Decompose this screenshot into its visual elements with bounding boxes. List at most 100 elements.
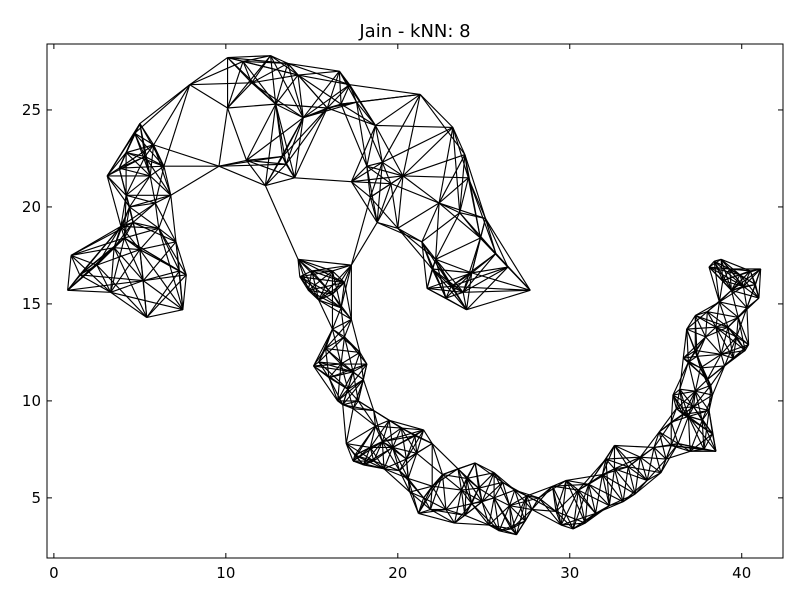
knn-edge bbox=[481, 501, 490, 526]
knn-edge bbox=[478, 487, 495, 499]
knn-edge bbox=[526, 495, 533, 510]
knn-edge bbox=[693, 406, 713, 435]
knn-edge bbox=[694, 391, 703, 421]
knn-edge bbox=[264, 163, 287, 186]
knn-edge bbox=[639, 431, 660, 458]
knn-edge bbox=[352, 379, 364, 409]
knn-edge bbox=[509, 489, 516, 506]
knn-edge bbox=[588, 484, 597, 514]
knn-edge bbox=[471, 503, 500, 532]
knn-edge bbox=[464, 501, 483, 516]
knn-edge bbox=[711, 365, 726, 396]
knn-edge bbox=[351, 161, 383, 183]
axis-ticks bbox=[47, 44, 783, 558]
knn-edge bbox=[351, 175, 404, 183]
knn-edge bbox=[363, 464, 385, 470]
knn-edge bbox=[297, 74, 328, 109]
knn-edge bbox=[119, 167, 151, 177]
knn-edge bbox=[438, 202, 481, 239]
knn-edge bbox=[720, 344, 749, 355]
knn-edge bbox=[438, 202, 486, 220]
knn-edge bbox=[720, 259, 732, 291]
knn-edge bbox=[318, 299, 333, 330]
knn-edge bbox=[462, 237, 481, 293]
knn-edge bbox=[124, 227, 159, 239]
knn-edge bbox=[345, 408, 354, 444]
knn-edge bbox=[720, 258, 741, 276]
knn-edge bbox=[340, 363, 364, 381]
knn-edge bbox=[227, 103, 276, 109]
knn-edge bbox=[605, 456, 641, 460]
knn-edge bbox=[125, 144, 154, 154]
knn-edge bbox=[153, 144, 172, 196]
knn-edge bbox=[359, 352, 368, 365]
knn-edge bbox=[275, 63, 289, 105]
knn-edge bbox=[402, 94, 421, 177]
knn-edge bbox=[737, 317, 746, 351]
knn-edge bbox=[307, 289, 320, 301]
knn-edge bbox=[132, 221, 159, 229]
knn-edge bbox=[298, 70, 340, 76]
knn-edge bbox=[686, 326, 716, 330]
knn-edge bbox=[699, 367, 714, 396]
knn-edge bbox=[700, 365, 725, 369]
knn-edge bbox=[622, 466, 629, 502]
knn-edge bbox=[419, 94, 466, 155]
knn-edge bbox=[463, 289, 531, 293]
knn-edge bbox=[218, 165, 266, 187]
knn-edge bbox=[106, 175, 127, 196]
knn-edge bbox=[356, 101, 383, 163]
knn-edge bbox=[352, 400, 359, 409]
knn-edge bbox=[687, 416, 691, 452]
knn-edge bbox=[375, 425, 402, 429]
knn-edge bbox=[735, 317, 739, 337]
knn-edge bbox=[374, 425, 383, 442]
knn-edge bbox=[381, 441, 401, 472]
knn-edge bbox=[686, 315, 696, 330]
knn-edge bbox=[227, 61, 244, 109]
knn-edge bbox=[461, 489, 483, 503]
knn-edge bbox=[337, 363, 342, 401]
knn-edge bbox=[484, 218, 509, 268]
knn-edge bbox=[431, 468, 459, 487]
knn-edge bbox=[132, 221, 177, 243]
knn-edge bbox=[275, 104, 287, 165]
knn-edge bbox=[552, 485, 574, 530]
knn-edge bbox=[153, 84, 191, 146]
knn-edge bbox=[452, 127, 469, 179]
knn-edge bbox=[531, 509, 562, 526]
knn-edge bbox=[421, 202, 440, 243]
knn-edge bbox=[264, 185, 299, 260]
knn-edge bbox=[369, 175, 404, 198]
knn-edge bbox=[431, 443, 459, 470]
knn-edge bbox=[724, 344, 749, 367]
knn-edge bbox=[459, 177, 469, 213]
knn-edge bbox=[307, 270, 313, 291]
knn-edge bbox=[350, 125, 376, 182]
knn-edge bbox=[70, 255, 81, 276]
knn-edge bbox=[705, 311, 708, 337]
knn-edge bbox=[369, 197, 378, 223]
knn-edge bbox=[450, 253, 497, 287]
knn-edge bbox=[287, 63, 304, 118]
knn-edge bbox=[665, 445, 672, 460]
knn-edge bbox=[727, 327, 734, 359]
knn-edge bbox=[297, 74, 350, 86]
knn-edge bbox=[400, 427, 418, 454]
knn-edge bbox=[746, 307, 750, 345]
knn-edge bbox=[672, 394, 689, 417]
knn-edge bbox=[706, 289, 732, 313]
knn-edge bbox=[719, 285, 744, 303]
knn-edge bbox=[389, 419, 424, 431]
knn-edge bbox=[242, 60, 299, 76]
knn-edge bbox=[344, 336, 368, 365]
knn-edge bbox=[474, 462, 483, 502]
knn-edge bbox=[311, 270, 333, 295]
knn-edge bbox=[578, 489, 610, 507]
knn-edge bbox=[343, 319, 352, 338]
knn-edge bbox=[724, 336, 738, 367]
knn-edge bbox=[144, 144, 155, 157]
knn-edge bbox=[466, 272, 473, 310]
knn-edge bbox=[460, 478, 468, 491]
knn-edge bbox=[110, 280, 144, 293]
